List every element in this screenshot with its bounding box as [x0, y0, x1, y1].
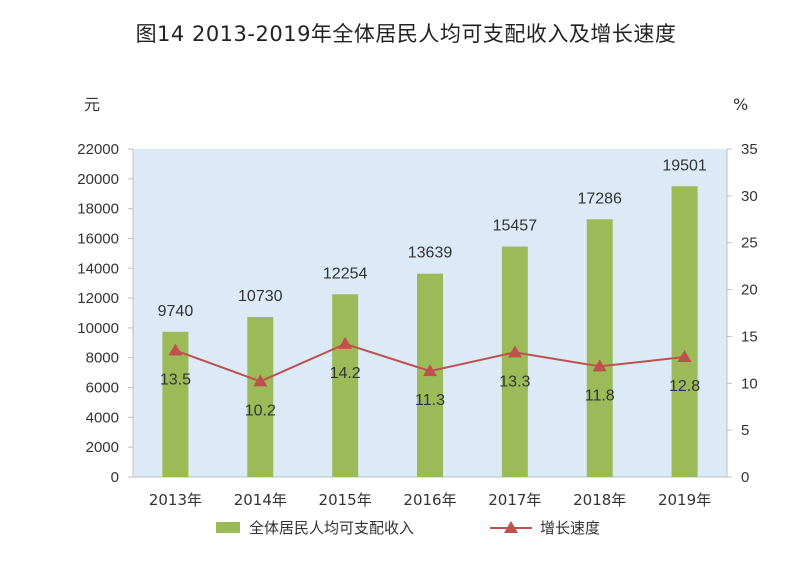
right-tick-label: 0	[741, 469, 749, 486]
right-tick-label: 20	[741, 282, 758, 299]
income-bar	[332, 294, 359, 477]
left-y-axis: 0 2000 4000 6000 8000 10000 12000 14000 16000 180…	[77, 141, 727, 486]
growth-rate-value: 14.2	[330, 365, 361, 382]
growth-rate-value: 13.3	[499, 373, 530, 390]
growth-rate-value: 13.5	[160, 371, 191, 388]
left-tick-label: 12000	[77, 290, 119, 307]
legend-triangle-marker-icon	[504, 521, 518, 533]
left-axis-unit: 元	[84, 95, 100, 114]
income-bar-value: 15457	[493, 218, 538, 235]
left-tick-label: 14000	[77, 260, 119, 277]
right-tick-label: 25	[741, 235, 758, 252]
year-label: 2018年	[573, 491, 626, 509]
left-tick-label: 6000	[86, 380, 119, 397]
income-bar-value: 10730	[238, 288, 283, 305]
income-bar-value: 9740	[158, 303, 194, 320]
income-bar-value: 17286	[577, 190, 622, 207]
right-y-axis: 0 5 10 15 20 25 30 35	[726, 141, 758, 486]
growth-rate-value: 12.8	[669, 378, 700, 395]
growth-point-marker	[168, 343, 183, 356]
year-label: 2017年	[488, 491, 541, 509]
income-bar	[501, 246, 528, 477]
growth-line: 13.5 10.2 14.2 11.3 13.3 11.8 12.8	[160, 336, 700, 419]
growth-rate-value: 10.2	[245, 402, 276, 419]
growth-point-marker	[338, 336, 353, 349]
right-tick-label: 10	[741, 375, 758, 392]
growth-point-marker	[507, 345, 522, 358]
growth-point-marker	[253, 374, 268, 387]
chart-title: 图14 2013-2019年全体居民人均可支配收入及增长速度	[135, 22, 677, 46]
right-tick-label: 5	[741, 422, 749, 439]
growth-point-marker	[592, 359, 607, 372]
year-label: 2019年	[658, 491, 711, 509]
left-tick-label: 8000	[86, 350, 119, 367]
income-bar	[671, 186, 698, 477]
right-tick-label: 15	[741, 328, 758, 345]
right-axis-unit: %	[733, 95, 748, 114]
year-label: 2013年	[149, 491, 202, 509]
income-bar-value: 19501	[662, 157, 707, 174]
year-label: 2015年	[319, 491, 372, 509]
left-tick-label: 20000	[77, 171, 119, 188]
left-tick-label: 10000	[77, 320, 119, 337]
growth-rate-value: 11.3	[415, 392, 445, 409]
growth-rate-value: 11.8	[585, 387, 615, 404]
income-bar-value: 12254	[323, 265, 368, 282]
year-label: 2014年	[234, 491, 287, 509]
left-tick-label: 0	[111, 469, 119, 486]
growth-point-marker	[423, 364, 437, 377]
left-tick-label: 22000	[77, 141, 119, 158]
left-tick-label: 18000	[77, 201, 119, 218]
income-bar-value: 13639	[408, 245, 453, 262]
legend-bar-label: 全体居民人均可支配收入	[249, 519, 414, 537]
legend-line-label: 增长速度	[540, 519, 600, 537]
income-bar	[162, 331, 189, 477]
left-tick-label: 16000	[77, 230, 119, 247]
x-axis-labels: 2013年 2014年 2015年 2016年 2017年 2018年 2019年	[149, 491, 711, 509]
left-tick-label: 4000	[86, 409, 119, 426]
left-tick-label: 2000	[86, 439, 119, 456]
legend-bar-swatch	[216, 522, 240, 533]
right-tick-label: 30	[741, 188, 758, 205]
right-tick-label: 35	[741, 141, 758, 158]
growth-point-marker	[677, 350, 692, 363]
legend: 全体居民人均可支配收入 增长速度	[216, 519, 600, 537]
year-label: 2016年	[403, 491, 456, 509]
income-bar	[247, 317, 274, 477]
income-bars: 9740 10730 12254 13639 15457 17286 19501	[158, 157, 707, 478]
income-bar	[586, 219, 613, 478]
